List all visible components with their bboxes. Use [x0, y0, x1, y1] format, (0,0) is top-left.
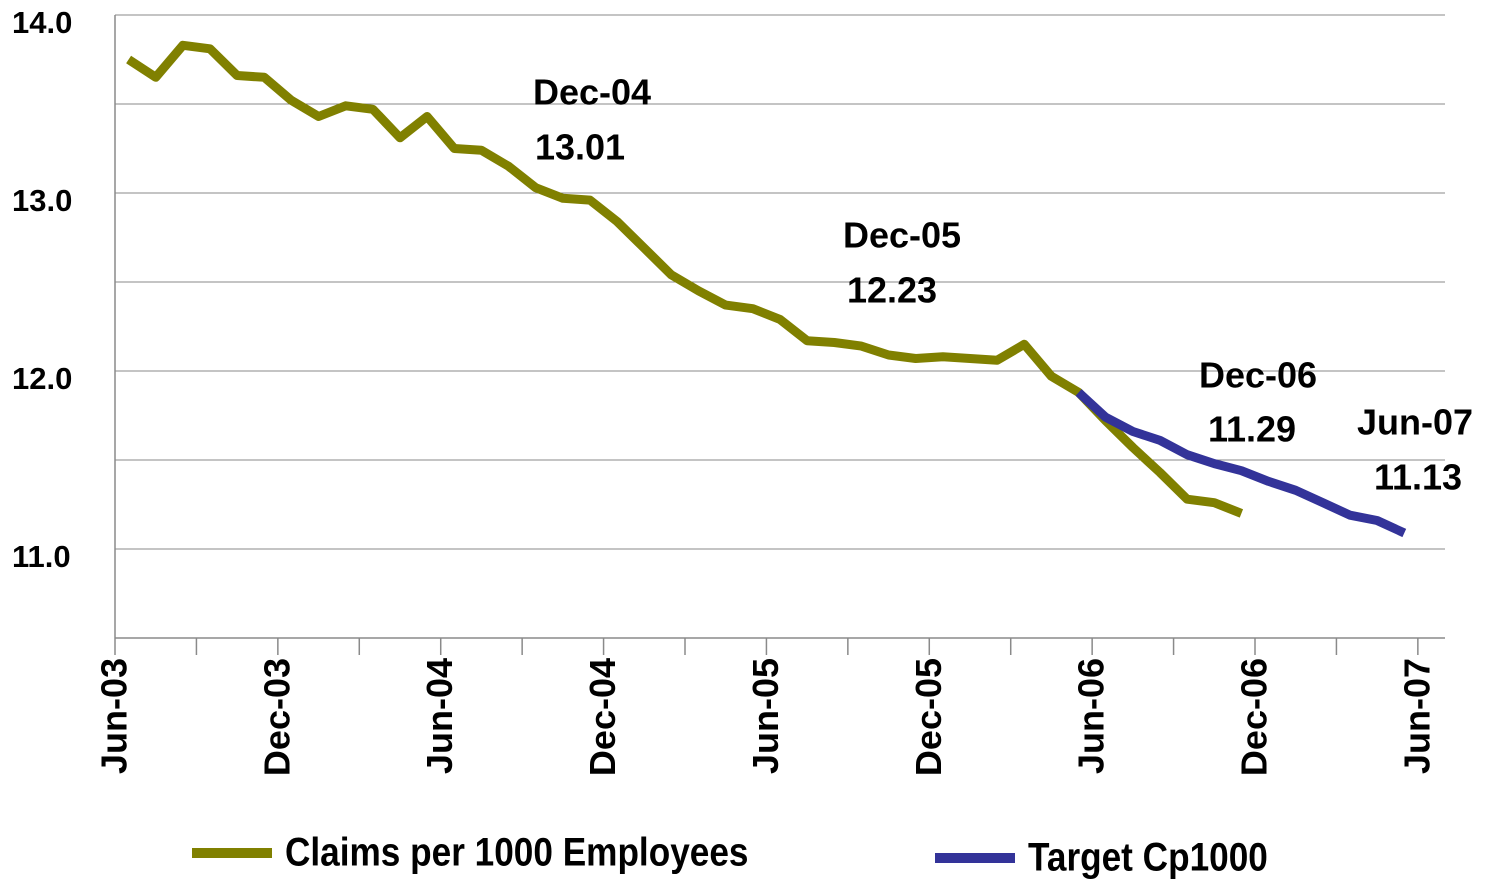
- y-tick-label: 14.0: [12, 5, 72, 40]
- x-tick-label: Jun-06: [1071, 658, 1112, 774]
- y-tick-label: 12.0: [12, 361, 72, 396]
- series-line: [126, 40, 1244, 518]
- annotation-label: Dec-04: [533, 72, 651, 113]
- x-tick-label: Jun-03: [94, 658, 135, 774]
- annotation-value: 11.29: [1208, 409, 1296, 450]
- legend-label: Target Cp1000: [1028, 834, 1268, 879]
- annotation-label: Dec-06: [1199, 355, 1317, 396]
- y-tick-label: 13.0: [12, 183, 72, 218]
- x-tick-label: Dec-03: [256, 658, 297, 776]
- y-tick-label: 11.0: [12, 539, 71, 574]
- annotation-label: Jun-07: [1357, 402, 1473, 443]
- annotation-value: 13.01: [535, 127, 625, 168]
- x-tick-label: Jun-07: [1396, 658, 1437, 774]
- annotation-value: 11.13: [1374, 457, 1462, 498]
- x-tick-label: Jun-04: [419, 658, 460, 774]
- series-line: [1075, 389, 1407, 538]
- x-tick-label: Dec-06: [1234, 658, 1275, 776]
- x-tick-label: Jun-05: [745, 658, 786, 774]
- annotation-label: Dec-05: [843, 215, 961, 256]
- x-tick-label: Dec-04: [582, 658, 623, 776]
- x-tick-label: Dec-05: [908, 658, 949, 776]
- legend-label: Claims per 1000 Employees: [285, 829, 748, 874]
- annotation-value: 12.23: [847, 270, 937, 311]
